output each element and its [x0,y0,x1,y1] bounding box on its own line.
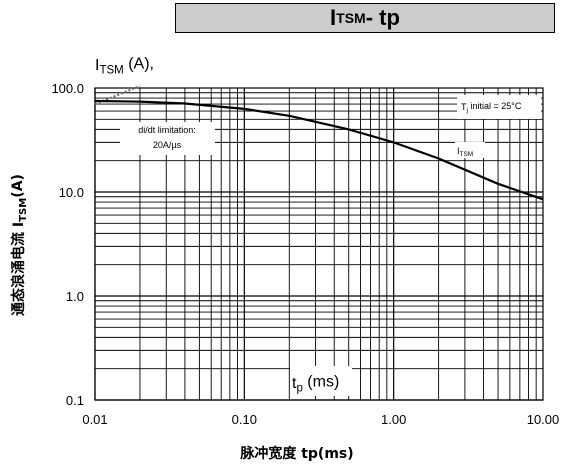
y-unit-label-sub: TSM [99,64,123,76]
tj-annotation-rest: initial = 25°C [468,101,522,111]
x-tick-label: 0.10 [232,412,257,427]
y-unit-label-main: I [95,57,99,74]
y-tick-label: 10.0 [59,185,84,200]
chart-title-sub: TSM [336,10,366,26]
y-unit-label: ITSM (A), [95,56,154,77]
chart-title-rest: - tp [365,5,400,30]
curve-annotation: ITSM [457,146,473,158]
y-unit-label-rest: (A), [124,56,154,73]
chart-title-main: I [330,5,337,30]
y-tick-label: 1.0 [66,289,84,304]
tj-annotation-main: T [461,102,467,112]
x-axis-title: 脉冲宽度 tp(ms) [239,445,353,462]
y-axis-title-rest: (A) [10,174,26,198]
tp-inner-label: tp (ms) [292,374,339,395]
tp-inner-label-main: t [292,375,297,392]
chart-title: I TSM - tp [175,3,555,33]
x-tick-label: 1.00 [381,412,406,427]
didt-label-box [120,122,215,155]
curve-annotation-main: I [457,146,460,156]
plot-frame [94,87,544,401]
curve-label-box [455,142,485,158]
tp-inner-label-rest: (ms) [303,374,339,391]
didt-annotation-line2: 20A/µs [153,140,182,150]
x-tick-label: 0.01 [82,412,107,427]
tj-label-box [457,95,541,119]
marks [94,85,544,396]
y-axis-title: 通态浪涌电流 ITSM(A) [10,174,29,316]
y-axis-title-sub: TSM [18,198,29,222]
curve-annotation-sub: TSM [460,151,474,158]
tp-inner-label-sub: p [296,382,302,394]
tj-annotation-sub: j [466,107,468,114]
series-line-itsm [94,99,544,201]
didt-annotation-line1: di/dt limitation: [138,125,196,135]
tj-annotation: Tj initial = 25°C [461,101,522,114]
labels: 0.01 0.10 1.00 10.00 0.1 1.0 10.0 100.0 脉冲宽度 tp(… [10,56,559,462]
x-tick-label: 10.00 [527,412,560,427]
tp-label-box [290,366,352,396]
y-tick-label: 0.1 [66,393,84,408]
y-tick-label: 100.0 [51,81,84,96]
y-axis-title-main: 通态浪涌电流 I [10,222,27,316]
